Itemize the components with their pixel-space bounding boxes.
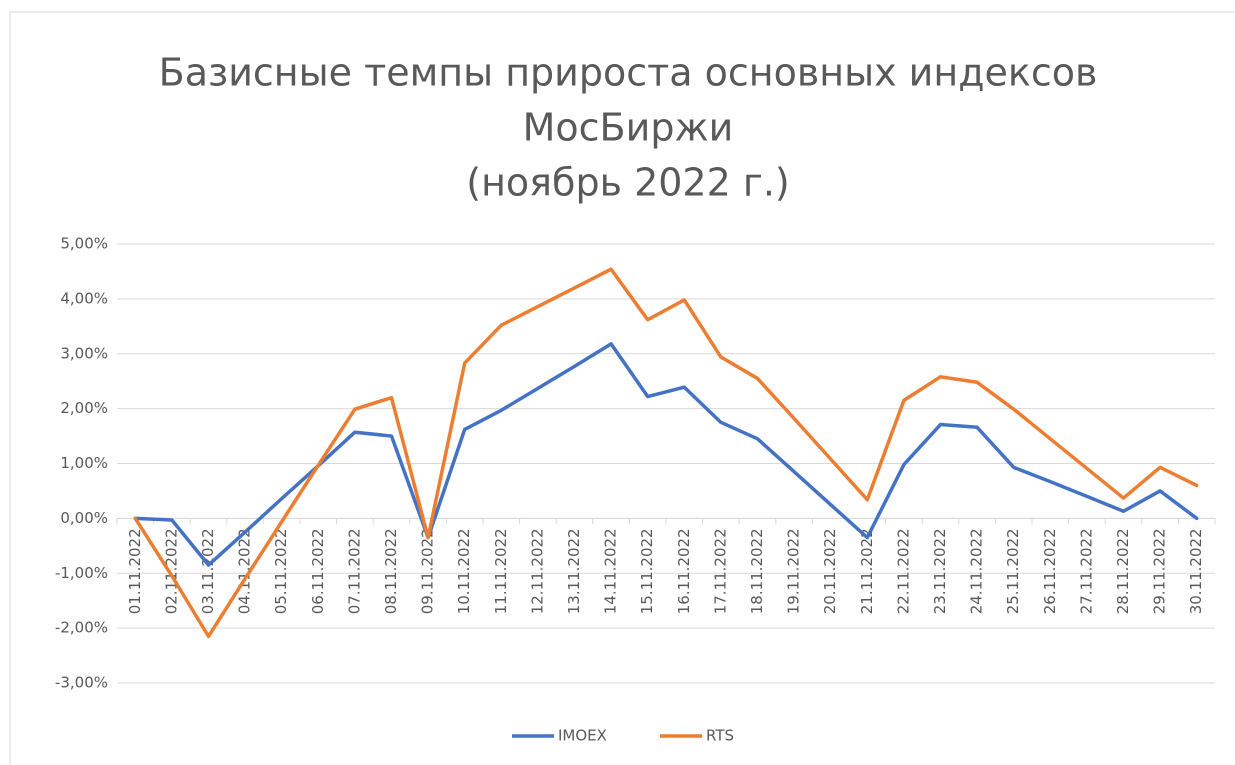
y-tick-label: 2,00% [60, 399, 108, 417]
x-tick-label: 11.11.2022 [492, 528, 510, 614]
x-tick-label: 08.11.2022 [382, 528, 400, 614]
legend-label: RTS [706, 727, 734, 745]
chart-title: (ноябрь 2022 г.) [466, 161, 789, 205]
x-tick-label: 03.11.2022 [199, 528, 217, 614]
x-tick-label: 18.11.2022 [748, 528, 766, 614]
x-tick-label: 05.11.2022 [272, 528, 290, 614]
legend-label: IMOEX [558, 727, 607, 745]
x-tick-label: 04.11.2022 [236, 528, 254, 614]
x-tick-label: 14.11.2022 [602, 528, 620, 614]
x-tick-label: 10.11.2022 [455, 528, 473, 614]
y-tick-label: -1,00% [55, 564, 108, 582]
x-tick-label: 19.11.2022 [785, 528, 803, 614]
line-series [133, 267, 1199, 639]
line-series [133, 342, 1199, 567]
x-tick-label: 25.11.2022 [1004, 528, 1022, 614]
chart-border [9, 11, 1235, 765]
chart-title: Базисные темпы прироста основных индексо… [159, 51, 1098, 95]
x-tick-label: 21.11.2022 [858, 528, 876, 614]
y-tick-label: 3,00% [60, 344, 108, 362]
x-tick-label: 17.11.2022 [711, 528, 729, 614]
x-tick-label: 26.11.2022 [1041, 528, 1059, 614]
x-tick-label: 12.11.2022 [528, 528, 546, 614]
x-tick-label: 06.11.2022 [309, 528, 327, 614]
x-tick-label: 29.11.2022 [1151, 528, 1169, 614]
x-tick-label: 30.11.2022 [1187, 528, 1205, 614]
x-tick-label: 09.11.2022 [419, 528, 437, 614]
x-tick-label: 15.11.2022 [638, 528, 656, 614]
x-tick-label: 20.11.2022 [821, 528, 839, 614]
x-tick-label: 24.11.2022 [968, 528, 986, 614]
y-tick-label: 4,00% [60, 289, 108, 307]
y-tick-label: 1,00% [60, 454, 108, 472]
x-tick-label: 16.11.2022 [675, 528, 693, 614]
x-tick-label: 27.11.2022 [1077, 528, 1095, 614]
x-tick-label: 28.11.2022 [1114, 528, 1132, 614]
y-tick-label: -2,00% [55, 619, 108, 637]
chart-title: МосБиржи [523, 106, 734, 150]
y-tick-label: 0,00% [60, 509, 108, 527]
x-tick-label: 22.11.2022 [894, 528, 912, 614]
x-tick-label: 07.11.2022 [345, 528, 363, 614]
y-tick-label: 5,00% [60, 235, 108, 253]
x-tick-label: 01.11.2022 [126, 528, 144, 614]
y-tick-label: -3,00% [55, 674, 108, 692]
x-tick-label: 23.11.2022 [931, 528, 949, 614]
x-tick-label: 02.11.2022 [162, 528, 180, 614]
x-tick-label: 13.11.2022 [565, 528, 583, 614]
